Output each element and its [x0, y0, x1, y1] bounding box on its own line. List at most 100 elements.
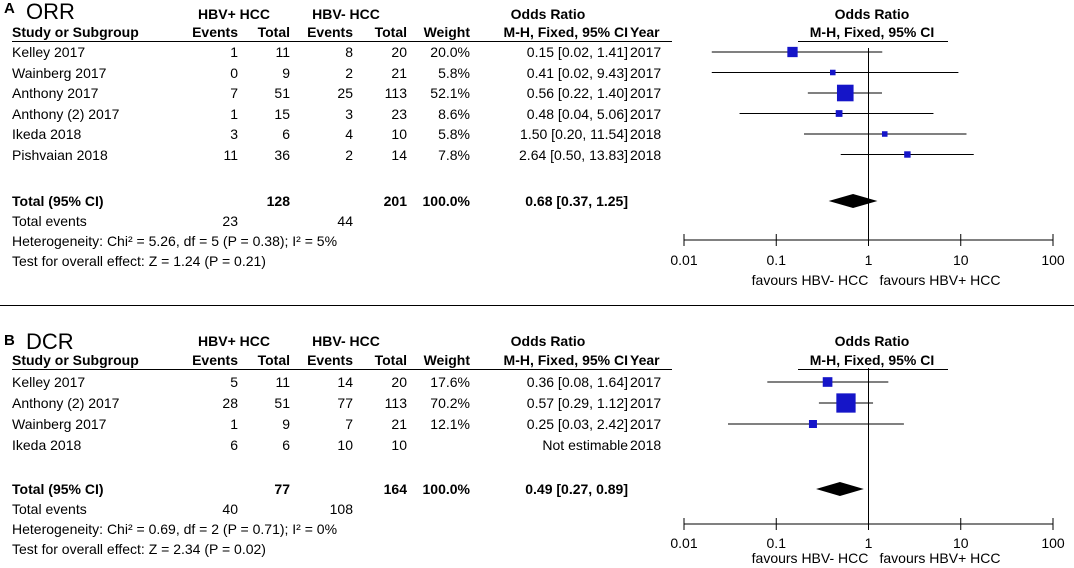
study-name: Kelley 2017 [12, 374, 86, 390]
study-total1: 11 [275, 44, 290, 60]
study-odds-ratio: 0.25 [0.03, 2.42] [526, 416, 628, 432]
study-events2: 7 [345, 416, 353, 432]
study-total2: 20 [391, 44, 407, 60]
plot-header: Odds Ratio [834, 6, 910, 22]
x-axis-tick-label: 10 [952, 535, 969, 551]
group2-header: HBV- HCC [312, 6, 380, 22]
study-total2: 23 [391, 105, 407, 122]
panel-separator [0, 305, 1074, 306]
x-axis-tick-label: 100 [1041, 252, 1065, 268]
heterogeneity-text: Heterogeneity: Chi² = 5.26, df = 5 (P = … [12, 233, 338, 249]
study-events1: 7 [230, 85, 238, 101]
total2-column-header: Total [374, 352, 407, 368]
study-total1: 6 [282, 437, 290, 453]
panel-letter: B [4, 332, 15, 349]
study-total2: 113 [384, 85, 407, 101]
study-total1: 15 [274, 105, 290, 122]
study-total2: 10 [391, 437, 407, 453]
study-events1: 6 [230, 437, 238, 453]
study-year: 2017 [630, 105, 662, 122]
study-year: 2017 [630, 85, 662, 101]
total-events1: 40 [222, 501, 238, 517]
study-name: Ikeda 2018 [12, 437, 82, 453]
total-events2: 44 [337, 213, 353, 229]
x-axis-tick-label: 1 [864, 535, 873, 551]
weight-column-header: Weight [423, 24, 470, 40]
study-total1: 51 [274, 395, 290, 411]
panel-letter: A [4, 0, 15, 17]
study-events2: 10 [337, 437, 353, 453]
or-method-header: M-H, Fixed, 95% CI [503, 24, 628, 40]
or-method-header: M-H, Fixed, 95% CI [503, 352, 628, 368]
total-events-label: Total events [12, 213, 87, 229]
study-year: 2018 [630, 437, 662, 453]
overall-effect-text: Test for overall effect: Z = 2.34 (P = 0… [12, 541, 266, 557]
total-n2: 201 [383, 193, 407, 209]
study-year: 2017 [630, 395, 662, 411]
header-underline-plot [798, 369, 948, 370]
effect-square [830, 69, 836, 76]
effect-square [904, 151, 911, 158]
study-events1: 5 [230, 374, 238, 390]
study-events2: 2 [345, 64, 353, 81]
total2-column-header: Total [374, 24, 407, 40]
study-year: 2018 [630, 146, 662, 163]
panel-title: ORR [26, 0, 75, 24]
total-events2: 108 [329, 501, 353, 517]
study-odds-ratio: 0.41 [0.02, 9.43] [526, 64, 628, 81]
effect-square [836, 393, 856, 413]
study-name: Kelley 2017 [12, 44, 86, 60]
panel-title: DCR [26, 329, 74, 354]
events2-column-header: Events [307, 352, 353, 368]
group2-header: HBV- HCC [312, 333, 380, 349]
total-weight: 100.0% [422, 481, 470, 497]
study-total1: 9 [282, 64, 290, 81]
events1-column-header: Events [192, 24, 238, 40]
effect-square [822, 377, 833, 387]
total-n2: 164 [383, 481, 407, 497]
study-name: Ikeda 2018 [12, 126, 82, 142]
study-odds-ratio: 0.57 [0.29, 1.12] [526, 395, 628, 411]
effect-square [787, 46, 798, 58]
effect-square [808, 419, 817, 429]
study-events2: 77 [337, 395, 353, 411]
study-weight: 12.1% [430, 416, 470, 432]
pooled-diamond [816, 482, 864, 496]
total1-column-header: Total [257, 24, 290, 40]
effect-square [836, 84, 854, 102]
header-underline-table [12, 369, 672, 370]
study-events1: 1 [230, 105, 238, 122]
or-column-header: Odds Ratio [510, 333, 586, 349]
study-events2: 25 [337, 85, 353, 101]
study-year: 2017 [630, 64, 662, 81]
header-underline-plot [798, 41, 948, 42]
weight-column-header: Weight [423, 352, 470, 368]
study-events2: 8 [345, 44, 353, 60]
effect-square [835, 110, 843, 117]
overall-effect-text: Test for overall effect: Z = 1.24 (P = 0… [12, 253, 266, 269]
favours-right-label: favours HBV+ HCC [879, 550, 1001, 566]
study-odds-ratio: Not estimable [542, 437, 628, 453]
study-events1: 1 [230, 44, 238, 60]
plot-subheader: M-H, Fixed, 95% CI [809, 352, 935, 368]
favours-right-label: favours HBV+ HCC [879, 272, 1001, 288]
effect-square [881, 131, 888, 137]
study-total2: 14 [391, 146, 407, 163]
x-axis-tick-label: 100 [1041, 535, 1065, 551]
study-name: Pishvaian 2018 [12, 146, 108, 163]
plot-header: Odds Ratio [834, 333, 910, 349]
study-total2: 113 [384, 395, 407, 411]
header-underline-table [12, 41, 672, 42]
study-weight: 20.0% [430, 44, 470, 60]
study-odds-ratio: 0.15 [0.02, 1.41] [526, 44, 628, 60]
study-odds-ratio: 0.36 [0.08, 1.64] [526, 374, 628, 390]
total-weight: 100.0% [422, 193, 470, 209]
study-events2: 4 [345, 126, 353, 142]
study-name: Wainberg 2017 [12, 64, 107, 81]
x-axis-tick-label: 0.01 [670, 252, 698, 268]
study-odds-ratio: 0.48 [0.04, 5.06] [526, 105, 628, 122]
or-column-header: Odds Ratio [510, 6, 586, 22]
study-name: Wainberg 2017 [12, 416, 107, 432]
year-column-header: Year [630, 352, 660, 368]
